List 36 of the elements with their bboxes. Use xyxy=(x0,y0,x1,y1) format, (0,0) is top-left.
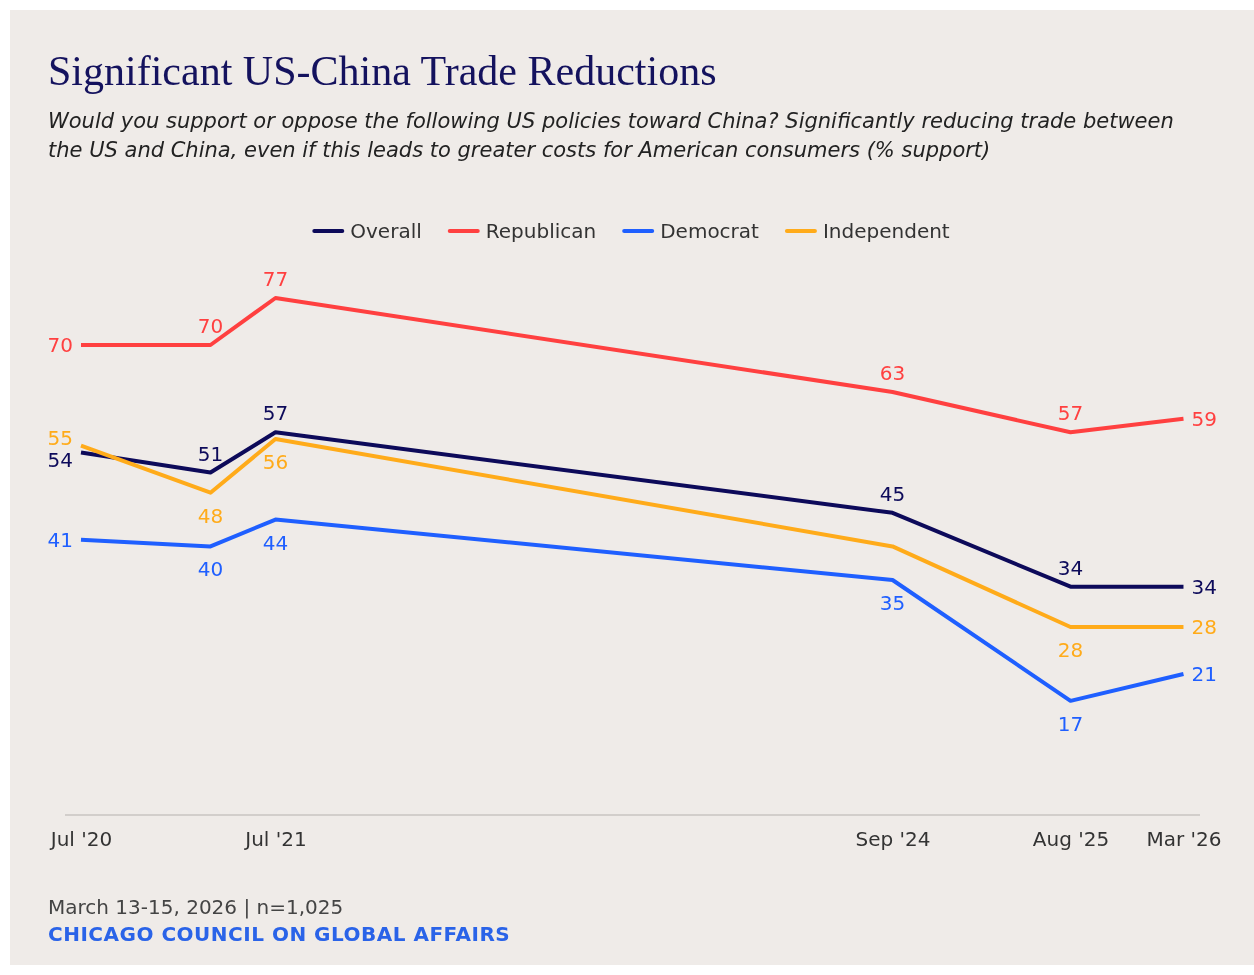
x-tick-label: Mar '26 xyxy=(1146,827,1222,851)
data-label: 70 xyxy=(47,333,73,357)
x-tick-label: Jul '20 xyxy=(48,827,113,851)
x-tick-label: Jul '21 xyxy=(243,827,307,851)
data-label: 54 xyxy=(47,448,73,473)
legend-label: Overall xyxy=(350,219,422,243)
legend-label: Democrat xyxy=(660,219,760,243)
data-label: 44 xyxy=(262,530,289,555)
x-tick-label: Aug '25 xyxy=(1032,827,1110,851)
data-label: 77 xyxy=(262,267,289,291)
data-label: 35 xyxy=(879,591,906,615)
data-label: 41 xyxy=(47,527,73,552)
text: March 13-15, 2026 | n=1,025 xyxy=(48,895,344,919)
legend-label: Republican xyxy=(485,219,597,243)
chart-subtitle: Would you support or oppose the following US policies toward China? Significantly reducing trade between the US and China, even if this leads to greater costs for American consumers (% support) xyxy=(48,109,1174,162)
data-label: 57 xyxy=(1057,401,1084,426)
data-label: 40 xyxy=(197,557,224,582)
data-label: 34 xyxy=(1057,555,1084,580)
data-label: 56 xyxy=(262,450,289,474)
data-label: 45 xyxy=(879,481,906,506)
data-label: 57 xyxy=(262,401,289,426)
data-label: 21 xyxy=(1191,662,1217,686)
chart-title: Significant US-China Trade Reductions xyxy=(48,48,717,94)
data-label: 63 xyxy=(879,361,906,385)
data-label: 59 xyxy=(1191,406,1217,431)
data-label: 28 xyxy=(1191,615,1217,639)
legend-label: Independent xyxy=(822,219,950,243)
data-label: 55 xyxy=(47,426,73,451)
data-label: 17 xyxy=(1057,711,1084,736)
data-label: 48 xyxy=(197,503,224,528)
data-label: 51 xyxy=(197,441,224,466)
data-label: 34 xyxy=(1191,574,1217,599)
data-label: 28 xyxy=(1057,638,1084,662)
data-label: 70 xyxy=(197,314,224,338)
text: CHICAGO COUNCIL ON GLOBAL AFFAIRS xyxy=(48,922,511,946)
x-tick-label: Sep '24 xyxy=(855,827,931,851)
